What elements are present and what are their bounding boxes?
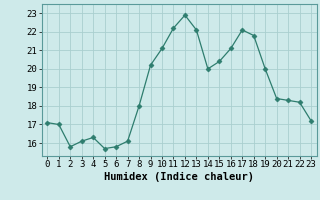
X-axis label: Humidex (Indice chaleur): Humidex (Indice chaleur): [104, 172, 254, 182]
